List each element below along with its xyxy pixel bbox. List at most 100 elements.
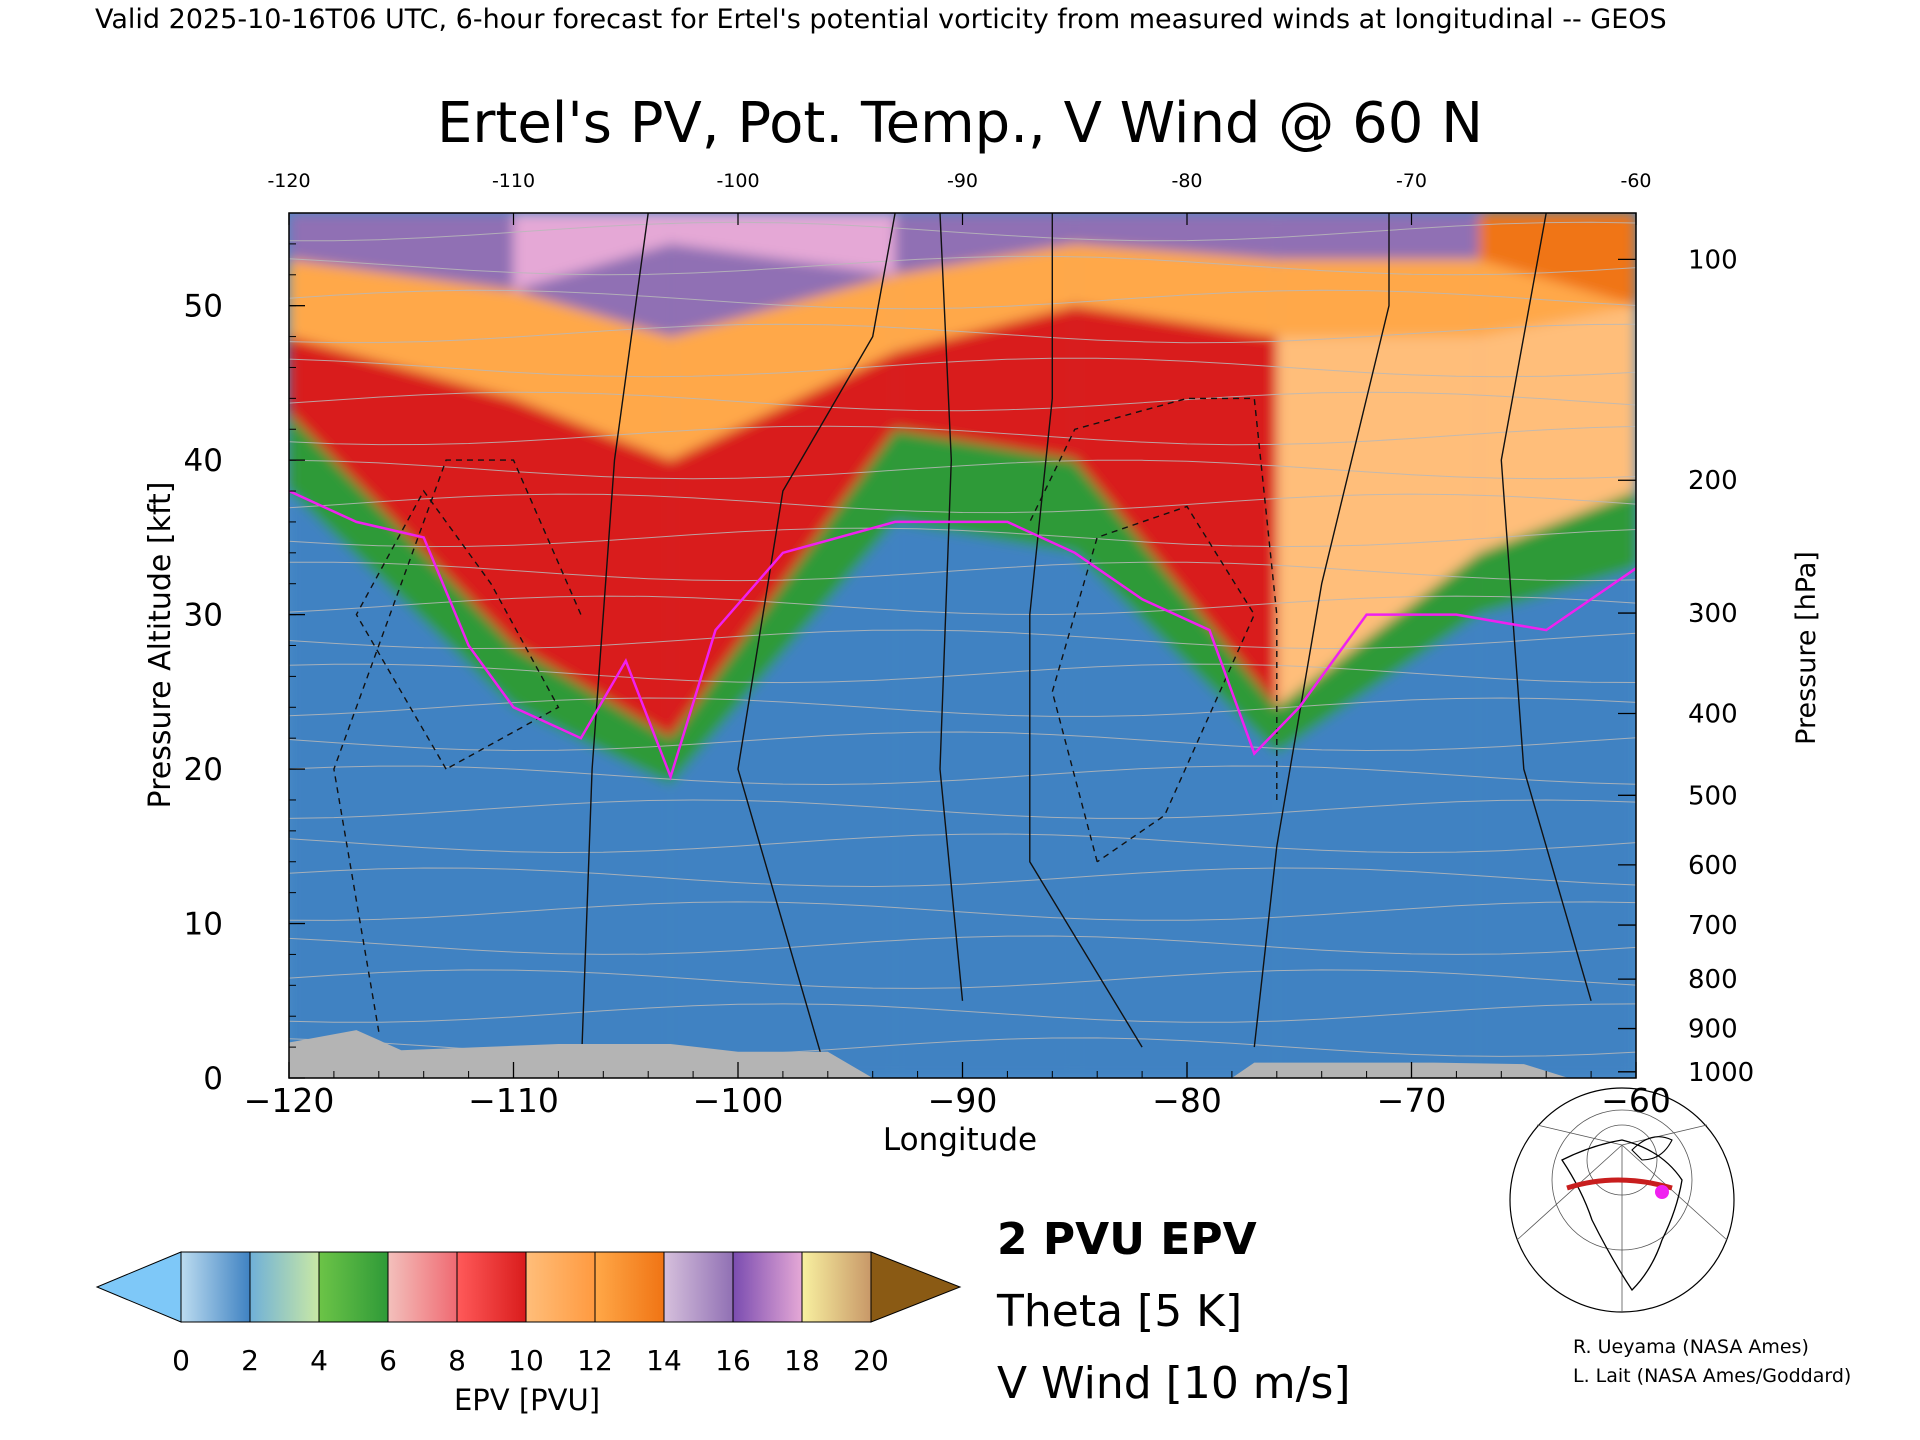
colorbar-tick-label: 16 — [715, 1344, 751, 1377]
v-wind-contour — [1029, 213, 1143, 1048]
colorbar-segment — [387, 1251, 458, 1323]
pv-band — [289, 336, 514, 646]
pv-band — [1074, 213, 1277, 260]
x-tick-label: −70 — [1377, 1081, 1447, 1120]
theta-contour — [289, 901, 1636, 921]
pv-band — [670, 352, 896, 739]
pv-band — [513, 398, 671, 739]
colorbar-tick-label: 14 — [646, 1344, 682, 1377]
colorbar-segment — [801, 1251, 872, 1323]
colorbar-segment — [594, 1251, 665, 1323]
pv-band — [1276, 213, 1479, 260]
legend-epv-line: 2 PVU EPV — [997, 1214, 1257, 1265]
theta-contours — [289, 221, 1636, 1057]
x-top-tick-label: -90 — [947, 170, 978, 192]
y-tick-label: 30 — [184, 598, 223, 634]
theta-contour — [289, 629, 1636, 650]
chart-title: Ertel's PV, Pot. Temp., V Wind @ 60 N — [437, 91, 1483, 156]
x-tick-label: −120 — [244, 1081, 335, 1120]
x-axis-label: Longitude — [883, 1122, 1037, 1158]
legend-v-wind: V Wind [10 m/s] — [997, 1358, 1351, 1409]
colorbar-tick-label: 20 — [853, 1344, 889, 1377]
y-tick-label: 0 — [203, 1061, 223, 1097]
colorbar-under-arrow — [95, 1251, 182, 1323]
pv-band — [895, 305, 1075, 461]
x-top-tick-label: -120 — [267, 170, 310, 192]
y-axis-left: 0 10 20 30 40 50 — [184, 212, 305, 1097]
colorbar-segment — [318, 1251, 389, 1323]
theta-contour — [289, 459, 1636, 480]
colorbar: 0 2 4 6 8 10 12 14 16 18 20 — [95, 1251, 962, 1377]
pressure-tick-label: 700 — [1688, 911, 1738, 941]
pv-band — [1478, 491, 1636, 615]
pv-band — [1276, 259, 1479, 337]
plot-area — [289, 213, 1636, 1078]
y-axis-right: 100 200 300 400 500 600 700 800 900 1000 — [1618, 245, 1754, 1088]
colorbar-segment — [732, 1251, 803, 1323]
pv-band — [670, 213, 896, 275]
theta-contour — [289, 731, 1636, 752]
x-top-tick-label: -100 — [716, 170, 759, 192]
pv-band — [1074, 552, 1277, 1078]
theta-contour — [289, 935, 1636, 955]
x-axis-top: -120 -110 -100 -90 -80 -70 -60 — [267, 170, 1652, 225]
colorbar-tick-label: 8 — [448, 1344, 466, 1377]
v-wind-contour — [939, 213, 964, 1001]
colorbar-tick-label: 12 — [577, 1344, 613, 1377]
x-tick-label: −60 — [1601, 1081, 1671, 1120]
pv-band — [670, 521, 896, 1078]
pv-band — [670, 274, 896, 461]
pv-band — [513, 645, 671, 785]
pv-band — [513, 213, 671, 291]
x-top-tick-label: -70 — [1396, 170, 1427, 192]
colorbar-segment — [456, 1251, 527, 1323]
pv-band — [895, 521, 1075, 1078]
theta-contour — [289, 357, 1636, 378]
terrain-mask — [289, 1030, 1636, 1078]
theta-contour — [289, 595, 1636, 616]
pv-band — [1276, 552, 1479, 754]
credit-line-2: L. Lait (NASA Ames/Goddard) — [1573, 1365, 1851, 1387]
pv-band — [1478, 568, 1636, 1078]
theta-contour — [289, 391, 1636, 412]
theta-contour — [289, 663, 1636, 684]
pv-band — [513, 707, 671, 1078]
theta-contour — [289, 221, 1636, 242]
pv-band — [1276, 614, 1479, 1078]
v-wind-contour — [580, 213, 649, 1078]
v-wind-contours — [333, 213, 1592, 1078]
pv-band — [895, 243, 1075, 353]
theta-contour — [289, 323, 1636, 344]
colorbar-segment — [525, 1251, 596, 1323]
pv-band — [1478, 213, 1636, 306]
pv-band — [670, 429, 896, 785]
colorbar-label: EPV [PVU] — [454, 1383, 600, 1417]
pressure-tick-label: 800 — [1688, 965, 1738, 995]
pressure-tick-label: 300 — [1688, 599, 1738, 629]
pressure-tick-label: 900 — [1688, 1015, 1738, 1045]
y-tick-label: 20 — [184, 752, 223, 788]
colorbar-tick-label: 18 — [784, 1344, 820, 1377]
v-wind-contour — [1029, 397, 1278, 800]
colorbar-segment — [180, 1251, 251, 1323]
pv-band — [289, 213, 514, 291]
y-axis-left-label: Pressure Altitude [kft] — [143, 482, 178, 809]
theta-contour — [289, 833, 1636, 854]
x-tick-label: −90 — [928, 1081, 998, 1120]
pv-band — [1276, 336, 1479, 708]
pressure-tick-label: 1000 — [1688, 1058, 1754, 1088]
pressure-tick-label: 100 — [1688, 245, 1738, 275]
colorbar-segment — [249, 1251, 320, 1323]
pressure-tick-label: 600 — [1688, 851, 1738, 881]
x-tick-label: −110 — [468, 1081, 559, 1120]
x-axis: −120 −110 −100 −90 −80 −70 −60 — [244, 1062, 1671, 1120]
theta-contour — [289, 255, 1636, 276]
banner-text: Valid 2025-10-16T06 UTC, 6-hour forecast… — [95, 4, 1667, 35]
v-wind-contour — [1051, 505, 1256, 863]
theta-contour — [289, 799, 1636, 819]
pv-band — [289, 259, 514, 399]
pv2-contour-line — [289, 489, 1636, 781]
legend-theta: Theta [5 K] — [996, 1286, 1242, 1337]
theta-contour — [289, 289, 1636, 310]
